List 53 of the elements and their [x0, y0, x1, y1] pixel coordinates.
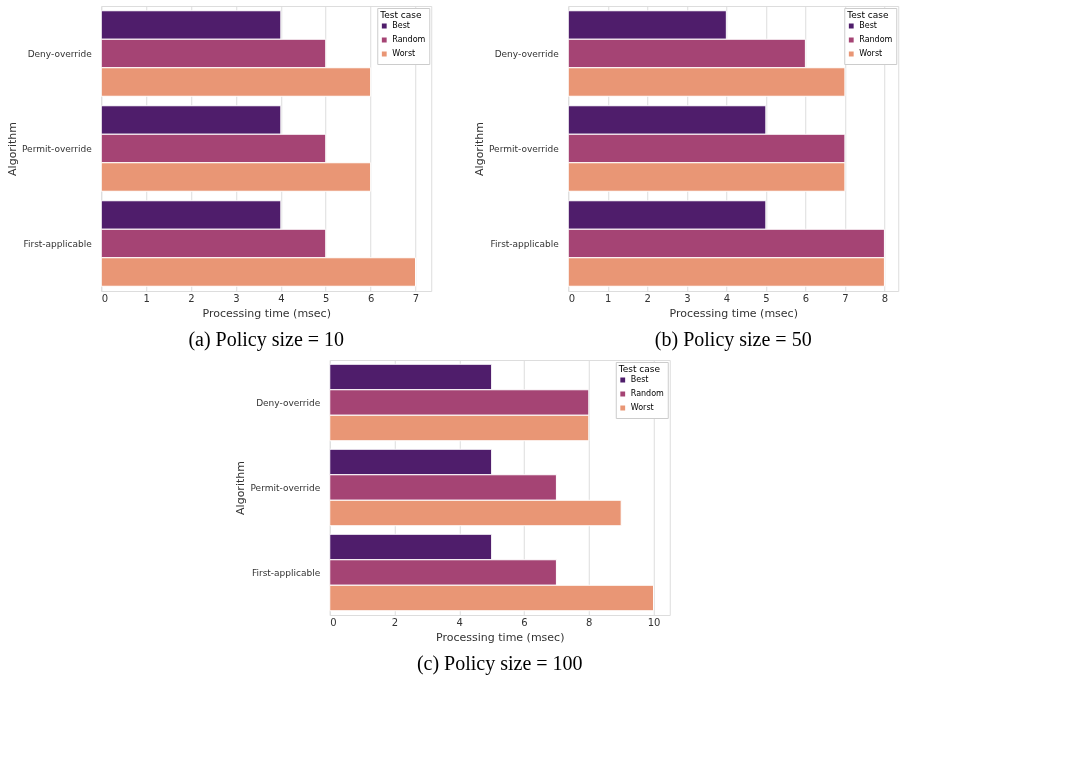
x-tick-label: 4 — [723, 292, 731, 304]
y-tick-label: First-applicable — [251, 567, 321, 578]
y-axis-title: Algorithm — [234, 461, 248, 515]
x-tick-label: 0 — [101, 292, 109, 304]
x-axis-title: Processing time (msec) — [202, 306, 331, 320]
x-tick-label: 4 — [456, 616, 463, 628]
x-tick-label: 0 — [568, 292, 576, 304]
y-tick-label: Permit-override — [21, 143, 93, 154]
x-tick-label: 10 — [647, 616, 661, 628]
y-tick-label: Deny-override — [256, 397, 321, 408]
legend-label: Worst — [392, 49, 416, 58]
x-tick-label: 6 — [802, 292, 810, 304]
y-tick-label: Deny-override — [27, 48, 93, 59]
legend-label: Random — [630, 389, 665, 398]
x-tick-label: 7 — [412, 292, 420, 304]
legend-label: Best — [630, 375, 649, 384]
x-tick-label: 8 — [881, 292, 889, 304]
text: (b) Policy size = 50 — [654, 328, 812, 351]
y-tick-label: First-applicable — [23, 238, 93, 249]
y-axis-title: Algorithm — [5, 122, 19, 176]
y-tick-label: Permit-override — [250, 482, 321, 493]
x-tick-label: 5 — [763, 292, 770, 304]
legend-label: Best — [392, 21, 410, 30]
legend-label: Worst — [859, 49, 883, 58]
x-tick-label: 3 — [684, 292, 691, 304]
x-tick-label: 1 — [143, 292, 150, 304]
legend-label: Random — [392, 35, 426, 44]
y-tick-label: First-applicable — [490, 238, 560, 249]
text: (c) Policy size = 100 — [416, 652, 583, 675]
x-tick-label: 3 — [233, 292, 240, 304]
legend-label: Best — [859, 21, 877, 30]
x-tick-label: 2 — [644, 292, 651, 304]
x-axis-title: Processing time (msec) — [669, 306, 798, 320]
y-tick-label: Deny-override — [494, 48, 560, 59]
x-tick-label: 2 — [391, 616, 399, 628]
y-tick-label: Permit-override — [488, 143, 560, 154]
x-tick-label: 0 — [330, 616, 337, 628]
legend-title: Test case — [379, 10, 422, 20]
x-tick-label: 7 — [842, 292, 849, 304]
legend-label: Worst — [630, 403, 654, 412]
x-tick-label: 6 — [367, 292, 375, 304]
x-tick-label: 6 — [521, 616, 528, 628]
x-tick-label: 5 — [323, 292, 330, 304]
legend-label: Random — [859, 35, 893, 44]
x-axis-title: Processing time (msec) — [436, 630, 565, 644]
text: (a) Policy size = 10 — [188, 328, 345, 351]
legend-title: Test case — [617, 364, 661, 374]
x-tick-label: 8 — [586, 616, 593, 628]
x-tick-label: 2 — [188, 292, 195, 304]
x-tick-label: 1 — [605, 292, 612, 304]
y-axis-title: Algorithm — [472, 122, 486, 176]
legend-title: Test case — [846, 10, 889, 20]
x-tick-label: 4 — [278, 292, 285, 304]
